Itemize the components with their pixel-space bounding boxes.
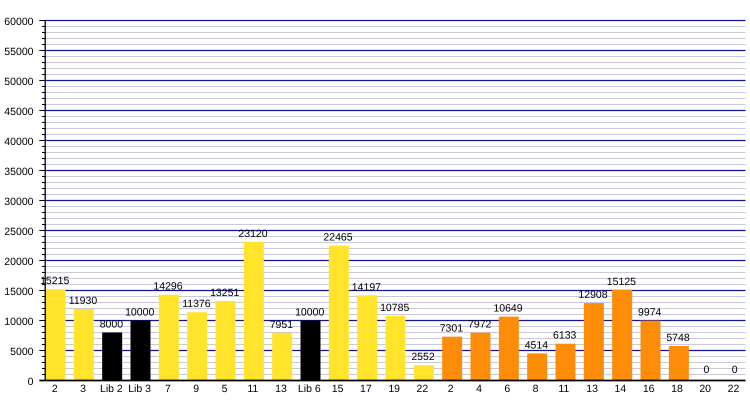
svg-text:22: 22 bbox=[417, 383, 429, 395]
svg-text:11930: 11930 bbox=[69, 295, 98, 307]
svg-text:14197: 14197 bbox=[352, 281, 381, 293]
svg-text:6133: 6133 bbox=[553, 330, 577, 342]
svg-text:9: 9 bbox=[193, 383, 199, 395]
svg-text:7: 7 bbox=[165, 383, 171, 395]
svg-text:2552: 2552 bbox=[411, 351, 435, 363]
svg-text:10000: 10000 bbox=[4, 316, 33, 328]
svg-text:40000: 40000 bbox=[4, 136, 33, 148]
svg-text:15215: 15215 bbox=[40, 275, 69, 287]
svg-text:0: 0 bbox=[732, 364, 738, 376]
svg-text:10000: 10000 bbox=[125, 307, 154, 319]
svg-text:15: 15 bbox=[332, 383, 344, 395]
svg-text:10649: 10649 bbox=[493, 303, 522, 315]
svg-text:7301: 7301 bbox=[440, 323, 464, 335]
svg-text:20000: 20000 bbox=[4, 256, 33, 268]
svg-text:12908: 12908 bbox=[578, 289, 607, 301]
svg-text:5748: 5748 bbox=[666, 332, 690, 344]
svg-text:11: 11 bbox=[247, 383, 258, 395]
svg-text:20: 20 bbox=[699, 383, 711, 395]
svg-text:7951: 7951 bbox=[270, 319, 294, 331]
svg-text:3: 3 bbox=[80, 383, 86, 395]
svg-text:7972: 7972 bbox=[468, 319, 492, 331]
svg-text:4514: 4514 bbox=[525, 339, 549, 351]
svg-text:0: 0 bbox=[703, 364, 709, 376]
svg-text:45000: 45000 bbox=[4, 106, 33, 118]
svg-text:14296: 14296 bbox=[153, 281, 182, 293]
svg-text:10000: 10000 bbox=[295, 307, 324, 319]
svg-text:Lib 3: Lib 3 bbox=[128, 383, 151, 395]
svg-text:35000: 35000 bbox=[4, 166, 33, 178]
svg-text:30000: 30000 bbox=[4, 196, 33, 208]
svg-text:Lib 2: Lib 2 bbox=[100, 383, 123, 395]
svg-text:18: 18 bbox=[671, 383, 683, 395]
svg-text:19: 19 bbox=[388, 383, 400, 395]
svg-text:2: 2 bbox=[52, 383, 58, 395]
svg-text:22465: 22465 bbox=[323, 232, 352, 244]
svg-text:55000: 55000 bbox=[4, 46, 33, 58]
svg-text:15125: 15125 bbox=[607, 276, 636, 288]
svg-text:6: 6 bbox=[504, 383, 510, 395]
svg-text:0: 0 bbox=[28, 376, 34, 388]
svg-text:14: 14 bbox=[615, 383, 627, 395]
svg-text:13251: 13251 bbox=[210, 287, 239, 299]
svg-text:25000: 25000 bbox=[4, 226, 33, 238]
svg-text:9974: 9974 bbox=[638, 307, 662, 319]
svg-text:22: 22 bbox=[728, 383, 740, 395]
svg-text:11376: 11376 bbox=[182, 298, 211, 310]
svg-text:23120: 23120 bbox=[238, 228, 267, 240]
svg-text:11: 11 bbox=[558, 383, 569, 395]
svg-text:5: 5 bbox=[222, 383, 228, 395]
svg-text:17: 17 bbox=[360, 383, 372, 395]
svg-text:8: 8 bbox=[533, 383, 539, 395]
svg-text:4: 4 bbox=[476, 383, 482, 395]
svg-text:13: 13 bbox=[275, 383, 287, 395]
svg-text:15000: 15000 bbox=[4, 286, 33, 298]
svg-text:13: 13 bbox=[586, 383, 598, 395]
svg-text:10785: 10785 bbox=[380, 302, 409, 314]
svg-text:5000: 5000 bbox=[10, 346, 34, 358]
svg-text:50000: 50000 bbox=[4, 76, 33, 88]
svg-text:60000: 60000 bbox=[4, 16, 33, 28]
svg-text:2: 2 bbox=[448, 383, 454, 395]
svg-text:Lib 6: Lib 6 bbox=[298, 383, 321, 395]
svg-text:16: 16 bbox=[643, 383, 655, 395]
svg-text:8000: 8000 bbox=[100, 319, 124, 331]
